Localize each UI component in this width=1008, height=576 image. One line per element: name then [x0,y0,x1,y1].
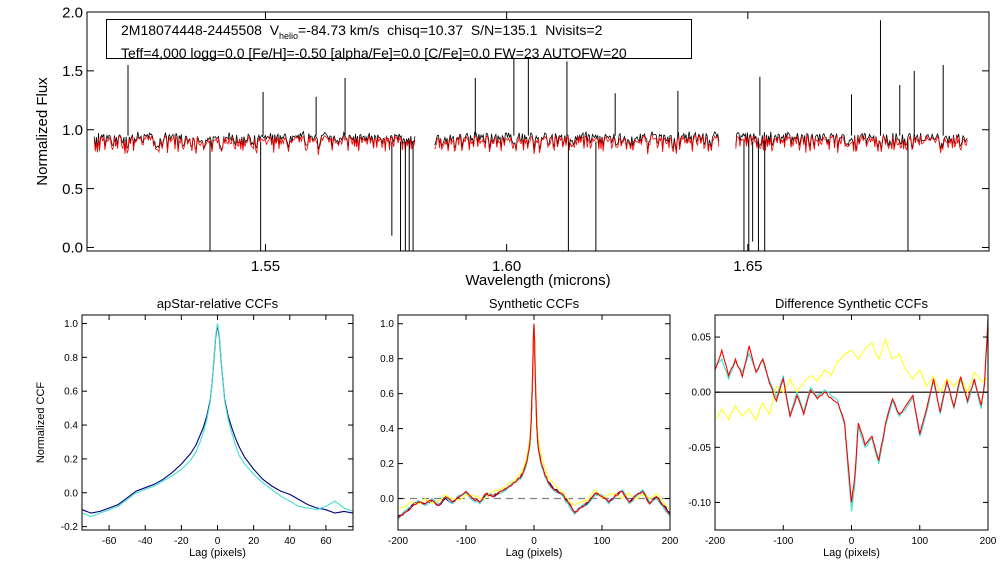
x-tick-label: 100 [594,536,611,547]
x-tick-label: 0 [531,536,537,547]
plot-frame [81,314,354,531]
x-tick-label: 0 [215,536,221,547]
spectrum-info-box: 2M18074448-2445508 Vhelio=-84.73 km/s ch… [106,19,692,61]
chart-title: Synthetic CCFs [489,296,580,311]
plot-frame [86,11,990,252]
info-line-1: 2M18074448-2445508 Vhelio=-84.73 km/s ch… [121,22,691,45]
x-axis-label: Lag (pixels) [823,547,880,559]
y-tick-label: -0.2 [61,522,79,533]
ccf-series-line [714,314,989,512]
vhelio-value: =-84.73 km/s [298,22,380,38]
difference-ccf-panel: -200 -100 0 100 200 -0.10 -0.05 0.00 0.05 Differe… [688,296,997,559]
ccf-series-line [397,325,671,510]
x-tick-label: 200 [662,536,679,547]
y-tick-label: 0.0 [62,240,83,257]
ccf-series-line [397,323,671,519]
synthetic-ccf-panel: -200 -100 0 100 200 0.0 0.2 0.4 0.6 0.8 1.0 Synthet… [380,296,679,559]
y-axis-label: Normalized Flux [34,77,51,186]
x-axis-label: Lag (pixels) [506,547,563,559]
x-tick-label: 20 [248,536,260,547]
x-tick-label: -20 [174,536,189,547]
y-tick-label: 0.5 [62,181,83,198]
ccf-series-line [81,325,354,514]
chart-title: Difference Synthetic CCFs [775,296,928,311]
x-tick-label: 0 [849,536,855,547]
y-axis-label: Normalized CCF [35,382,47,464]
x-axis-label: Wavelength (microns) [465,272,610,289]
spectrum-panel: 1.55 1.60 1.65 0.0 0.5 1.0 1.5 2.0 Wavelength (m… [34,4,990,289]
vhelio-subscript: helio [279,30,299,41]
sn-value: S/N=135.1 [470,22,538,38]
ccf-series-line [397,327,671,520]
x-tick-label: 100 [911,536,928,547]
x-tick-label: -100 [773,536,793,547]
y-tick-label: 0.6 [64,387,78,398]
y-tick-label: 2.0 [62,4,83,21]
y-tick-label: 0.2 [64,454,78,465]
apstar-ccf-series [81,323,354,518]
difference-ccf-series [714,314,989,512]
y-tick-label: 0.8 [64,353,78,364]
ccf-series-line [714,337,989,421]
y-tick-label: 1.0 [64,319,78,330]
plot-frame [397,314,671,531]
y-tick-label: 0.6 [380,389,394,400]
x-tick-label: -60 [102,536,117,547]
x-tick-label: 40 [284,536,296,547]
y-tick-label: 0.0 [64,488,78,499]
y-tick-label: 0.4 [380,424,394,435]
y-tick-label: -0.05 [688,443,711,454]
y-tick-label: 0.4 [64,421,78,432]
nvisits-value: Nvisits=2 [545,22,603,38]
ccf-series-line [714,320,989,503]
spectrum-axes: 1.55 1.60 1.65 0.0 0.5 1.0 1.5 2.0 Wavelength (m… [34,4,990,289]
x-tick-label: -200 [705,536,725,547]
x-tick-label: 1.55 [251,258,280,275]
x-tick-label: -40 [138,536,153,547]
y-tick-label: 0.2 [380,459,394,470]
apstar-ccf-panel: -60 -40 -20 0 20 40 60 -0.2 0.0 0.2 0.4 0.6 0.8 1.0 ap… [35,296,354,559]
chisq-value: chisq=10.37 [387,22,464,38]
x-axis-label: Lag (pixels) [189,547,246,559]
x-tick-label: -200 [388,536,408,547]
x-tick-label: 1.60 [492,258,521,275]
y-tick-label: -0.10 [688,498,711,509]
y-tick-label: 0.8 [380,354,394,365]
model-spectrum [93,134,968,155]
y-tick-label: 1.0 [62,122,83,139]
x-tick-label: 60 [320,536,332,547]
y-tick-label: 1.0 [380,319,394,330]
x-tick-label: -100 [456,536,476,547]
ccf-series-line [81,323,354,518]
star-id: 2M18074448-2445508 [121,22,262,38]
synthetic-ccf-series [397,323,671,520]
y-tick-label: 0.05 [692,333,712,344]
info-line-2: Teff=4,000 logg=0.0 [Fe/H]=-0.50 [alpha/… [121,44,627,61]
x-tick-label: 200 [980,536,997,547]
spectrum-lines [93,20,968,251]
x-tick-label: 1.65 [733,258,762,275]
chart-title: apStar-relative CCFs [157,296,279,311]
ccf-series-line [397,325,671,517]
y-tick-label: 0.00 [692,388,712,399]
y-tick-label: 1.5 [62,63,83,80]
vhelio-label: V [269,22,280,38]
y-tick-label: 0.0 [380,494,394,505]
